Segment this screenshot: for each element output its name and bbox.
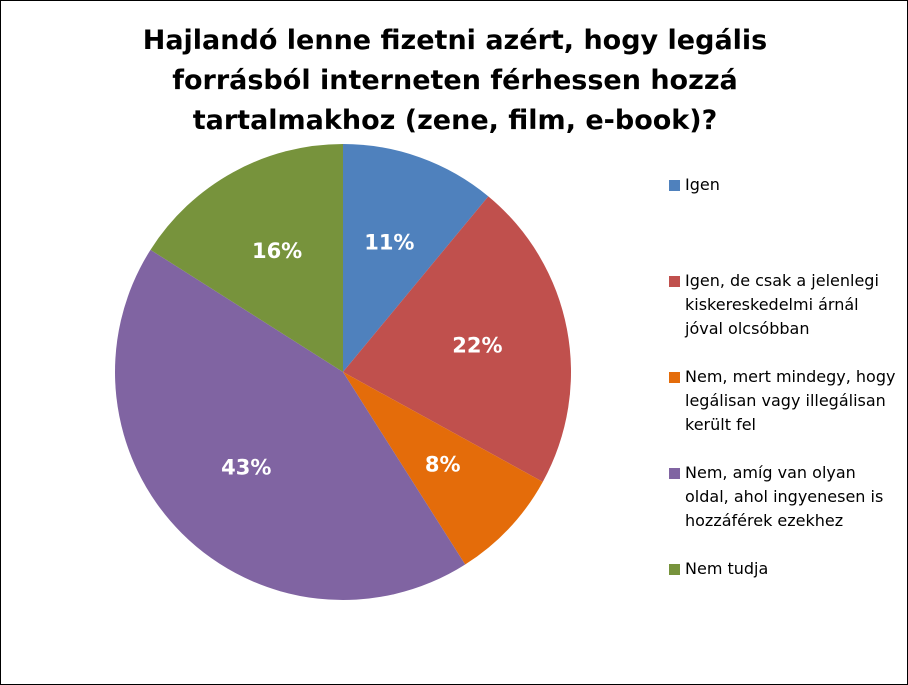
data-label: 43% — [221, 456, 271, 480]
data-label: 16% — [252, 239, 302, 263]
pie-slice — [343, 372, 543, 565]
legend-swatch — [669, 180, 680, 191]
legend-swatch — [669, 468, 680, 479]
legend-swatch — [669, 276, 680, 287]
legend-item: Nem tudja — [669, 557, 901, 581]
legend-label: Nem tudja — [685, 559, 769, 578]
legend-item: Igen — [669, 173, 901, 197]
pie-slice — [343, 144, 489, 372]
legend-item: Igen, de csak a jelenlegi kiskereskedelm… — [669, 269, 901, 341]
legend-label: Nem, mert mindegy, hogy legálisan vagy i… — [685, 367, 896, 434]
legend-label: Igen — [685, 175, 720, 194]
data-label: 8% — [425, 453, 461, 477]
legend-item: Nem, amíg van olyan oldal, ahol ingyenes… — [669, 461, 901, 533]
data-label: 11% — [364, 230, 414, 254]
pie-slice — [150, 144, 343, 372]
data-label: 22% — [452, 333, 502, 357]
pie-slice — [343, 196, 572, 482]
legend-swatch — [669, 564, 680, 575]
chart-title: Hajlandó lenne fizetni azért, hogy legál… — [142, 25, 768, 136]
legend-item: Nem, mert mindegy, hogy legálisan vagy i… — [669, 365, 901, 437]
legend-label: Igen, de csak a jelenlegi kiskereskedelm… — [685, 271, 879, 338]
legend-swatch — [669, 372, 680, 383]
legend-label: Nem, amíg van olyan oldal, ahol ingyenes… — [685, 463, 884, 530]
pie-slice — [114, 249, 466, 601]
